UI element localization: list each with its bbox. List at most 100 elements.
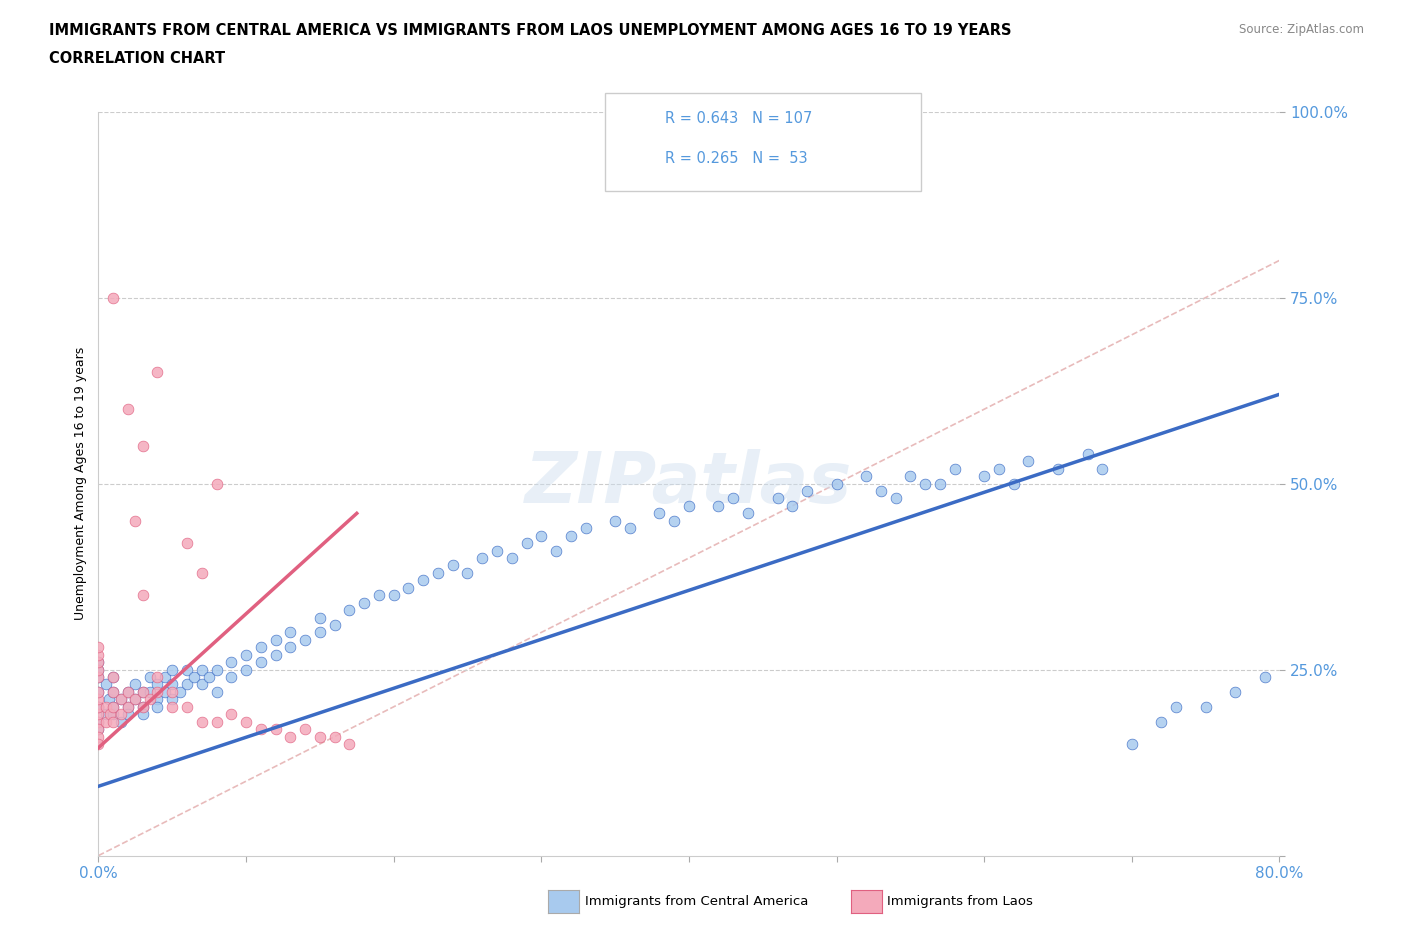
Point (98, 707, 121, 722)
Point (103, 684, 125, 699)
Point (280, 625, 302, 640)
Point (176, 662, 198, 677)
Point (132, 684, 155, 699)
Point (117, 707, 139, 722)
Point (264, 632, 287, 647)
Point (132, 707, 155, 722)
Point (103, 714, 125, 729)
Point (221, 655, 243, 670)
Point (87, 737, 110, 751)
Point (737, 506, 759, 521)
Point (870, 484, 893, 498)
Point (87, 662, 110, 677)
Point (87, 655, 110, 670)
Point (205, 662, 228, 677)
Point (132, 699, 155, 714)
Point (94, 714, 117, 729)
Point (264, 647, 287, 662)
Point (1046, 461, 1070, 476)
Point (412, 573, 434, 588)
Point (1077, 446, 1099, 461)
Point (87, 707, 110, 722)
Point (441, 558, 464, 573)
Point (146, 677, 169, 692)
Point (110, 707, 132, 722)
Point (323, 618, 346, 632)
Point (87, 640, 110, 655)
Text: IMMIGRANTS FROM CENTRAL AMERICA VS IMMIGRANTS FROM LAOS UNEMPLOYMENT AMONG AGES : IMMIGRANTS FROM CENTRAL AMERICA VS IMMIG… (49, 23, 1012, 38)
Point (221, 707, 243, 722)
Point (368, 588, 391, 603)
Point (124, 677, 146, 692)
Point (117, 699, 139, 714)
Point (796, 484, 818, 498)
Point (162, 662, 183, 677)
Point (766, 491, 789, 506)
Point (87, 729, 110, 744)
Point (250, 640, 273, 655)
Point (124, 692, 146, 707)
Point (87, 692, 110, 707)
Point (664, 513, 686, 528)
Point (132, 684, 155, 699)
Point (87, 684, 110, 699)
Point (1018, 454, 1040, 469)
Point (87, 699, 110, 714)
Point (471, 551, 494, 565)
Point (87, 699, 110, 714)
Text: Immigrants from Laos: Immigrants from Laos (887, 895, 1033, 908)
Point (87, 662, 110, 677)
Point (87, 722, 110, 737)
Point (146, 684, 169, 699)
Text: Source: ZipAtlas.com: Source: ZipAtlas.com (1239, 23, 1364, 36)
Point (560, 528, 582, 543)
Point (1002, 476, 1025, 491)
Point (162, 699, 183, 714)
Point (605, 513, 627, 528)
Point (235, 647, 257, 662)
Point (382, 588, 405, 603)
Point (146, 692, 169, 707)
Point (169, 684, 191, 699)
Point (153, 684, 176, 699)
Point (94, 707, 117, 722)
Point (294, 722, 316, 737)
Point (1254, 670, 1277, 684)
Point (124, 513, 146, 528)
Point (398, 580, 420, 595)
Point (264, 722, 287, 737)
Point (988, 461, 1011, 476)
Text: R = 0.265   N =  53: R = 0.265 N = 53 (665, 151, 807, 166)
Text: Immigrants from Central America: Immigrants from Central America (585, 895, 808, 908)
Point (162, 692, 183, 707)
Point (250, 655, 273, 670)
Point (1166, 699, 1188, 714)
Text: ZIPatlas: ZIPatlas (526, 449, 852, 518)
Point (146, 365, 169, 379)
Point (191, 677, 214, 692)
Point (575, 521, 598, 536)
Point (339, 603, 361, 618)
Point (103, 290, 125, 305)
Point (1121, 737, 1143, 751)
Point (117, 699, 139, 714)
Point (914, 476, 936, 491)
Point (191, 714, 214, 729)
Point (973, 469, 995, 484)
Point (162, 684, 183, 699)
Point (132, 439, 155, 454)
Point (1225, 684, 1247, 699)
Point (87, 655, 110, 670)
Point (323, 729, 346, 744)
Point (139, 692, 162, 707)
Point (929, 476, 952, 491)
Point (339, 737, 361, 751)
Point (235, 714, 257, 729)
Point (103, 670, 125, 684)
Point (707, 498, 730, 513)
Point (110, 692, 132, 707)
Point (205, 476, 228, 491)
Point (103, 699, 125, 714)
Point (546, 543, 568, 558)
Point (183, 670, 205, 684)
